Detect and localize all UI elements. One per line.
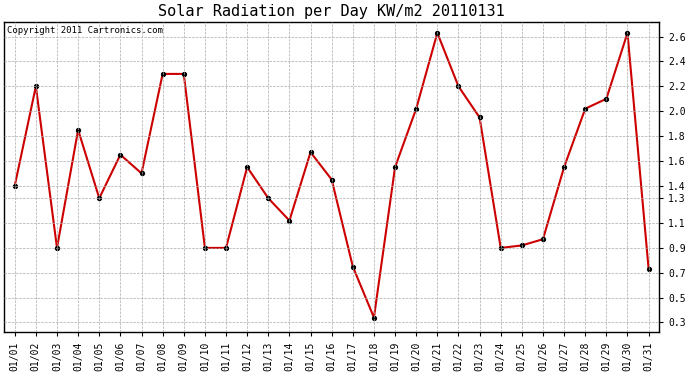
Text: Copyright 2011 Cartronics.com: Copyright 2011 Cartronics.com — [8, 26, 164, 35]
Title: Solar Radiation per Day KW/m2 20110131: Solar Radiation per Day KW/m2 20110131 — [158, 4, 505, 19]
